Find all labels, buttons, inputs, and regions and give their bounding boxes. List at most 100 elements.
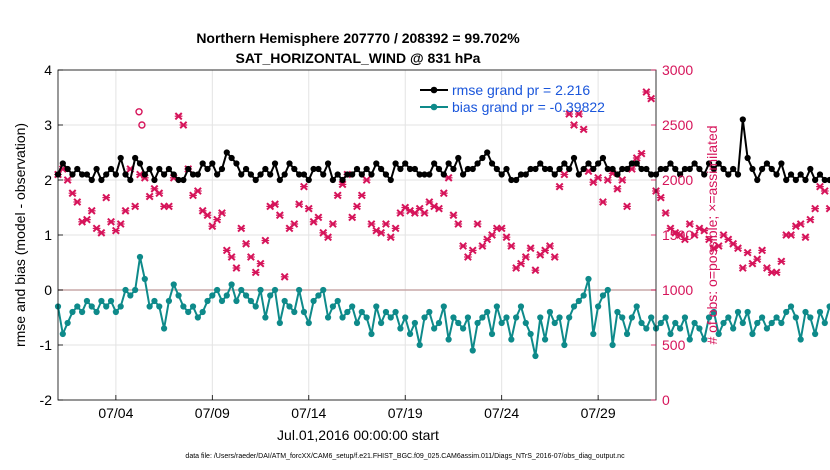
rmse-point — [204, 165, 211, 173]
bias-point — [546, 308, 554, 316]
bias-point — [281, 297, 288, 305]
bias-point — [112, 308, 119, 316]
rmse-point — [464, 165, 472, 173]
obs-assimilated-marker — [555, 182, 564, 191]
obs-assimilated-marker — [690, 231, 699, 239]
bias-point — [657, 319, 664, 327]
obs-assimilated-marker — [290, 220, 299, 228]
rmse-point — [368, 171, 375, 178]
rmse-point — [83, 171, 91, 178]
obs-assimilated-marker — [218, 209, 226, 217]
obs-assimilated-marker — [574, 110, 583, 118]
footnote: data file: /Users/raeder/DAI/ATM_forcXX/… — [185, 453, 625, 460]
legend-bias-marker — [430, 103, 438, 111]
obs-assimilated-marker — [497, 224, 506, 233]
obs-assimilated-marker — [107, 217, 115, 226]
rmse-point — [59, 160, 66, 167]
obs-assimilated-marker — [333, 191, 342, 200]
obs-assimilated-marker — [435, 204, 443, 213]
y2-tick-label: 3000 — [662, 62, 693, 78]
bias-point — [117, 303, 124, 310]
bias-point — [185, 308, 192, 316]
bias-point — [551, 319, 558, 327]
obs-assimilated-marker — [102, 193, 111, 202]
x-tick-label: 07/09 — [195, 405, 230, 421]
obs-assimilated-marker — [560, 170, 569, 179]
bias-point — [450, 314, 457, 321]
obs-assimilated-marker — [256, 259, 265, 268]
rmse-point — [426, 171, 433, 178]
bias-point — [141, 275, 148, 283]
x-tick-label: 07/04 — [98, 405, 133, 421]
bias-point — [315, 292, 322, 299]
bias-point — [170, 281, 177, 288]
bias-point — [484, 308, 491, 316]
rmse-point — [730, 165, 737, 173]
rmse-point — [233, 160, 240, 167]
bias-point — [247, 297, 255, 305]
rmse-point — [455, 154, 462, 162]
obs-assimilated-marker — [734, 244, 742, 253]
rmse-point — [88, 176, 95, 184]
bias-point — [517, 303, 525, 310]
rmse-point — [74, 165, 81, 173]
bias-point — [180, 303, 187, 310]
bias-point — [527, 330, 534, 338]
rmse-point — [165, 165, 173, 173]
rmse-point — [546, 165, 554, 173]
bias-point — [638, 319, 645, 327]
bias-point — [681, 314, 689, 321]
bias-point — [599, 292, 607, 299]
rmse-point — [792, 176, 799, 184]
rmse-point — [431, 160, 438, 167]
rmse-point — [609, 165, 616, 173]
rmse-point — [156, 165, 163, 173]
bias-point — [826, 303, 830, 310]
rmse-point — [122, 171, 129, 178]
rmse-point — [493, 165, 500, 173]
bias-point — [252, 303, 259, 310]
legend-rmse-label: rmse grand pr = 2.216 — [452, 82, 590, 98]
rmse-point — [358, 171, 365, 178]
obs-assimilated-marker — [324, 233, 332, 242]
obs-assimilated-marker — [145, 192, 154, 201]
rmse-point — [189, 171, 197, 178]
bias-point — [648, 314, 655, 321]
bias-point — [744, 308, 751, 316]
bias-point — [614, 308, 621, 316]
bias-point — [402, 314, 409, 321]
obs-assimilated-marker — [83, 215, 91, 224]
rmse-point — [247, 171, 255, 178]
bias-point — [103, 303, 110, 310]
bias-point — [792, 314, 799, 321]
obs-assimilated-marker — [642, 88, 651, 96]
bias-point — [604, 286, 611, 294]
rmse-point — [363, 165, 370, 173]
bias-point — [88, 303, 95, 310]
bias-point — [156, 303, 163, 310]
obs-assimilated-marker — [531, 266, 540, 275]
bias-point — [136, 253, 144, 261]
bias-point — [93, 308, 100, 316]
bias-point — [368, 330, 375, 338]
bias-point — [64, 319, 71, 327]
obs-assimilated-marker — [603, 176, 612, 184]
bias-point — [199, 308, 206, 316]
bias-point — [773, 314, 780, 321]
bias-point — [561, 341, 568, 349]
y2-tick-label: 1500 — [662, 227, 693, 243]
obs-assimilated-marker — [565, 110, 574, 118]
bias-point — [127, 292, 134, 299]
bias-point — [730, 325, 737, 332]
rmse-point — [513, 176, 520, 184]
obs-assimilated-marker — [473, 220, 482, 228]
bias-point — [508, 336, 515, 343]
bias-point — [498, 319, 505, 327]
rmse-point — [590, 165, 597, 173]
obs-assimilated-marker — [488, 231, 496, 239]
bias-point — [74, 303, 81, 310]
bias-point — [725, 314, 732, 321]
rmse-point — [783, 176, 790, 184]
bias-point — [392, 308, 399, 316]
